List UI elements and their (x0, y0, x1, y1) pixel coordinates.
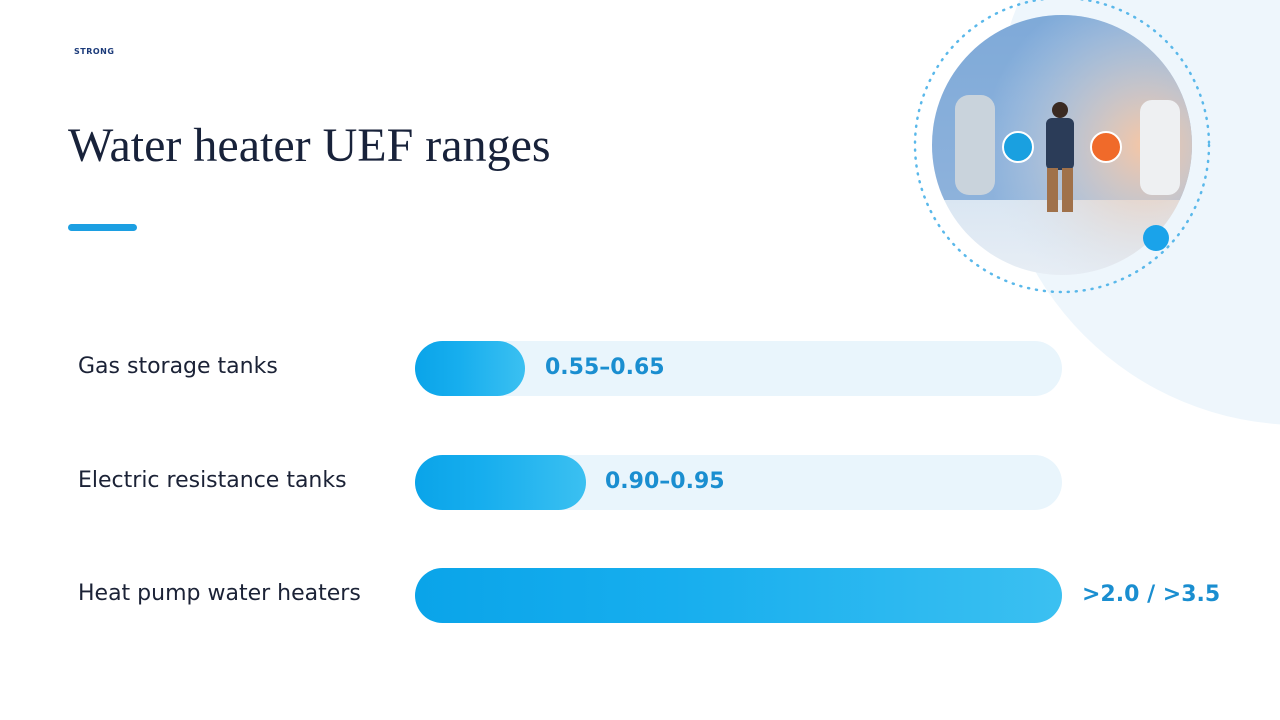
bar-track (415, 341, 1062, 396)
bar-track (415, 568, 1062, 623)
row: Electric resistance tanks 0.90–0.95 (0, 455, 1280, 510)
title-underline (68, 224, 137, 231)
row: Heat pump water heaters >2.0 / >3.5 (0, 568, 1280, 623)
logo: STRONG (74, 47, 115, 56)
row-value: 0.55–0.65 (545, 355, 665, 380)
accent-dot (1143, 225, 1169, 251)
bar-fill (415, 568, 1062, 623)
row-value: 0.90–0.95 (605, 469, 725, 494)
row-label: Electric resistance tanks (78, 468, 347, 493)
dotted-ring (913, 0, 1211, 294)
row-label: Heat pump water heaters (78, 581, 361, 606)
row: Gas storage tanks 0.55–0.65 (0, 341, 1280, 396)
bar-track (415, 455, 1062, 510)
bar-fill (415, 455, 586, 510)
title: Water heater UEF ranges (68, 119, 551, 172)
row-label: Gas storage tanks (78, 354, 278, 379)
bar-fill (415, 341, 525, 396)
row-value: >2.0 / >3.5 (1082, 582, 1221, 607)
